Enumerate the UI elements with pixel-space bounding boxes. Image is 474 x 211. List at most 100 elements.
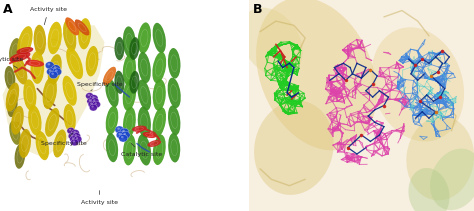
Circle shape xyxy=(72,130,79,136)
Ellipse shape xyxy=(123,107,136,138)
Circle shape xyxy=(54,66,56,69)
Ellipse shape xyxy=(78,18,91,49)
Ellipse shape xyxy=(64,104,76,132)
Circle shape xyxy=(76,137,78,139)
Circle shape xyxy=(123,133,126,135)
Ellipse shape xyxy=(168,105,181,135)
Circle shape xyxy=(117,127,120,130)
Text: Specificity site: Specificity site xyxy=(77,82,122,91)
Ellipse shape xyxy=(115,37,124,60)
Circle shape xyxy=(55,69,58,72)
Circle shape xyxy=(46,62,54,69)
Ellipse shape xyxy=(168,48,181,78)
Circle shape xyxy=(115,126,124,134)
Ellipse shape xyxy=(34,25,46,55)
Circle shape xyxy=(118,134,128,142)
Ellipse shape xyxy=(240,8,303,77)
Ellipse shape xyxy=(17,47,33,54)
Circle shape xyxy=(70,134,73,136)
Circle shape xyxy=(86,93,93,99)
Ellipse shape xyxy=(153,79,166,111)
Polygon shape xyxy=(2,25,104,158)
Circle shape xyxy=(91,106,94,108)
Ellipse shape xyxy=(409,168,449,211)
Ellipse shape xyxy=(53,129,66,158)
Ellipse shape xyxy=(123,134,136,165)
Ellipse shape xyxy=(430,149,474,210)
Circle shape xyxy=(46,68,55,76)
Ellipse shape xyxy=(105,78,118,107)
Circle shape xyxy=(68,133,76,139)
Ellipse shape xyxy=(114,71,125,94)
Ellipse shape xyxy=(26,60,44,67)
Ellipse shape xyxy=(137,22,151,54)
Ellipse shape xyxy=(138,107,151,138)
Circle shape xyxy=(121,131,130,139)
Ellipse shape xyxy=(371,27,464,142)
Circle shape xyxy=(87,98,95,105)
Circle shape xyxy=(89,104,97,111)
Ellipse shape xyxy=(23,79,36,111)
Circle shape xyxy=(120,128,129,136)
Ellipse shape xyxy=(129,37,139,60)
Circle shape xyxy=(91,98,99,105)
Ellipse shape xyxy=(11,106,24,135)
Ellipse shape xyxy=(7,94,18,117)
Circle shape xyxy=(47,63,50,65)
Ellipse shape xyxy=(48,54,62,85)
Ellipse shape xyxy=(28,105,42,135)
Ellipse shape xyxy=(153,23,166,53)
Ellipse shape xyxy=(86,46,99,76)
Ellipse shape xyxy=(63,20,76,51)
Circle shape xyxy=(93,99,95,101)
Ellipse shape xyxy=(15,143,25,169)
Circle shape xyxy=(72,137,74,139)
Circle shape xyxy=(92,101,100,108)
Text: Catalytic site: Catalytic site xyxy=(0,57,23,68)
Ellipse shape xyxy=(254,100,334,195)
Text: B: B xyxy=(253,3,263,16)
Ellipse shape xyxy=(63,76,77,106)
Circle shape xyxy=(69,129,71,131)
Circle shape xyxy=(67,127,75,134)
Circle shape xyxy=(89,99,91,101)
Ellipse shape xyxy=(17,26,33,58)
Ellipse shape xyxy=(45,108,59,137)
Ellipse shape xyxy=(66,47,83,79)
Ellipse shape xyxy=(168,133,180,162)
Ellipse shape xyxy=(143,132,156,138)
Circle shape xyxy=(52,65,61,72)
Ellipse shape xyxy=(123,26,136,58)
Circle shape xyxy=(49,69,52,72)
Ellipse shape xyxy=(153,107,166,138)
Ellipse shape xyxy=(129,71,139,94)
Circle shape xyxy=(73,133,81,139)
Ellipse shape xyxy=(168,78,181,108)
Ellipse shape xyxy=(43,77,57,109)
Circle shape xyxy=(53,68,62,76)
Ellipse shape xyxy=(6,83,19,112)
Ellipse shape xyxy=(65,17,79,35)
Ellipse shape xyxy=(75,19,90,35)
Circle shape xyxy=(75,134,77,136)
Ellipse shape xyxy=(12,55,27,85)
Ellipse shape xyxy=(132,126,147,132)
Ellipse shape xyxy=(103,67,116,85)
Circle shape xyxy=(121,136,124,138)
Ellipse shape xyxy=(123,79,136,111)
Ellipse shape xyxy=(106,106,118,135)
Ellipse shape xyxy=(123,54,136,85)
Text: Catalytic site: Catalytic site xyxy=(121,143,163,157)
Circle shape xyxy=(116,131,125,139)
Circle shape xyxy=(70,136,78,143)
Ellipse shape xyxy=(9,121,21,145)
Circle shape xyxy=(73,140,75,142)
Ellipse shape xyxy=(9,52,30,62)
Circle shape xyxy=(71,139,79,146)
Circle shape xyxy=(74,136,82,143)
Circle shape xyxy=(88,94,90,96)
Circle shape xyxy=(92,96,94,98)
Circle shape xyxy=(122,130,125,132)
Ellipse shape xyxy=(256,0,377,150)
Ellipse shape xyxy=(137,80,151,110)
